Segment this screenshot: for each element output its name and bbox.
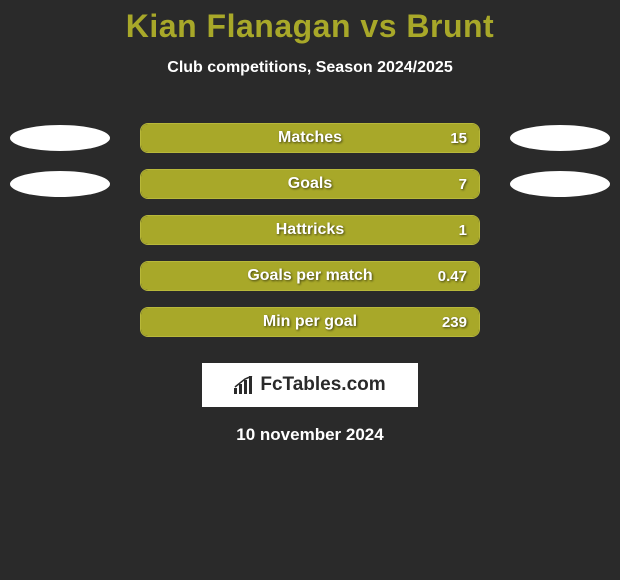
- logo-box[interactable]: FcTables.com: [202, 363, 418, 407]
- stat-row: Matches 15: [0, 115, 620, 161]
- stat-row: Min per goal 239: [0, 299, 620, 345]
- player-right-marker: [510, 171, 610, 197]
- player-left-marker: [10, 171, 110, 197]
- stat-row: Goals per match 0.47: [0, 253, 620, 299]
- logo: FcTables.com: [234, 374, 385, 396]
- stat-bar: Hattricks 1: [140, 215, 480, 245]
- stat-bar-labels: Goals: [141, 170, 479, 198]
- stat-label: Matches: [278, 129, 342, 147]
- stat-bar: Goals per match 0.47: [140, 261, 480, 291]
- stat-label: Goals: [288, 175, 332, 193]
- stat-value: 15: [450, 124, 467, 152]
- stat-bar: Matches 15: [140, 123, 480, 153]
- stat-bar: Goals 7: [140, 169, 480, 199]
- player-right-marker: [510, 125, 610, 151]
- stat-bar-labels: Matches: [141, 124, 479, 152]
- logo-text: FcTables.com: [260, 374, 385, 396]
- stat-label: Goals per match: [247, 267, 372, 285]
- stat-bar: Min per goal 239: [140, 307, 480, 337]
- stat-bar-labels: Hattricks: [141, 216, 479, 244]
- subtitle: Club competitions, Season 2024/2025: [0, 59, 620, 77]
- stat-label: Min per goal: [263, 313, 357, 331]
- stat-row: Hattricks 1: [0, 207, 620, 253]
- stat-bar-labels: Goals per match: [141, 262, 479, 290]
- comparison-card: Kian Flanagan vs Brunt Club competitions…: [0, 0, 620, 445]
- stat-value: 1: [459, 216, 467, 244]
- stat-bar-labels: Min per goal: [141, 308, 479, 336]
- page-title: Kian Flanagan vs Brunt: [0, 8, 620, 45]
- stat-rows: Matches 15 Goals 7 Hattricks 1 Goals per match…: [0, 115, 620, 345]
- bars-icon: [234, 376, 256, 394]
- stat-value: 0.47: [438, 262, 467, 290]
- stat-row: Goals 7: [0, 161, 620, 207]
- stat-value: 7: [459, 170, 467, 198]
- player-left-marker: [10, 125, 110, 151]
- stat-value: 239: [442, 308, 467, 336]
- stat-label: Hattricks: [276, 221, 344, 239]
- date-text: 10 november 2024: [0, 425, 620, 445]
